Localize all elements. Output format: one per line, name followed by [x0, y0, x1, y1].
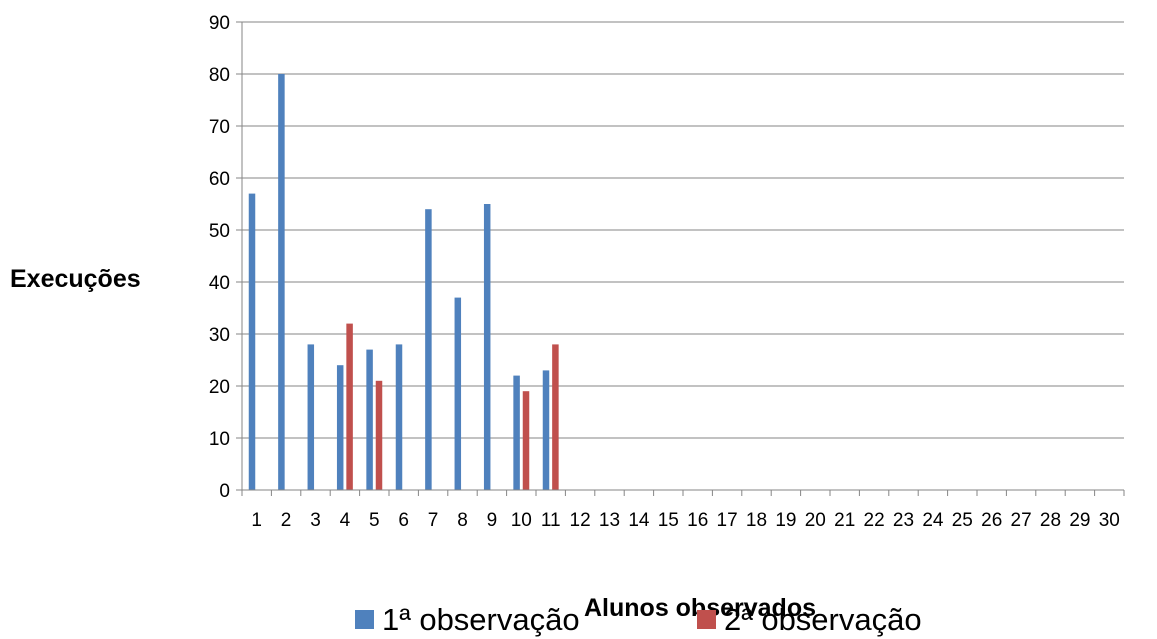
bar-series-1 [395, 344, 403, 490]
x-tick-label: 24 [922, 510, 944, 531]
x-tick-label: 4 [340, 510, 351, 531]
x-tick-label: 13 [599, 510, 620, 531]
x-tick-label: 19 [775, 510, 796, 531]
axes [241, 22, 1124, 491]
bar-series-1 [425, 209, 432, 490]
y-tick-label: 30 [209, 325, 230, 346]
x-tick-label: 7 [428, 510, 439, 531]
legend-label: 2ª observação [724, 602, 922, 637]
x-tick-label: 2 [281, 510, 292, 531]
y-tick-label: 90 [209, 13, 230, 34]
x-tick-label: 23 [893, 510, 914, 531]
x-tick-label: 12 [570, 510, 591, 531]
legend: 1ª observação 2ª observação [355, 602, 922, 637]
x-tick-label: 29 [1069, 510, 1090, 531]
bar-series-1 [366, 349, 373, 490]
x-tick-label: 11 [541, 510, 561, 531]
x-tick-label: 15 [658, 510, 679, 531]
x-tick-label: 5 [369, 510, 380, 531]
x-tick-label: 10 [511, 510, 532, 531]
legend-swatch [697, 610, 716, 629]
x-tick-label: 22 [864, 510, 885, 531]
x-tick-label: 6 [398, 510, 409, 531]
x-axis-ticks: 1 2 3 4 5 6 7 8 9 10 11 12 13 14 15 16 17 18 19 20 21 22 23 24 2… [241, 490, 1125, 531]
y-tick-label: 70 [209, 117, 230, 138]
bar-series-2 [375, 380, 383, 490]
x-tick-label: 17 [717, 510, 738, 531]
x-tick-label: 25 [952, 510, 973, 531]
y-tick-label: 20 [209, 377, 230, 398]
x-tick-label: 28 [1040, 510, 1061, 531]
bar-series-2 [346, 323, 353, 490]
x-tick-label: 1 [251, 510, 262, 531]
bar-series-1 [513, 375, 520, 490]
legend-label: 1ª observação [382, 602, 580, 637]
bar-series-1 [336, 365, 344, 490]
bar-series-1 [542, 370, 550, 490]
x-tick-label: 18 [746, 510, 767, 531]
bar-series-1 [483, 204, 491, 490]
y-axis-title: Execuções [10, 265, 141, 293]
gridlines [242, 21, 1124, 439]
y-axis-ticks: 0 10 20 30 40 50 60 70 80 90 [209, 13, 242, 502]
x-tick-label: 27 [1011, 510, 1032, 531]
x-tick-label: 20 [805, 510, 826, 531]
x-tick-label: 8 [457, 510, 468, 531]
y-tick-label: 60 [209, 169, 230, 190]
x-tick-label: 26 [981, 510, 1002, 531]
bar-series-1 [248, 193, 256, 490]
bar-series-1 [307, 344, 315, 490]
y-tick-label: 80 [209, 65, 230, 86]
y-tick-label: 50 [209, 221, 230, 242]
legend-swatch [355, 610, 374, 629]
y-tick-label: 40 [209, 273, 230, 294]
x-tick-label: 30 [1099, 510, 1120, 531]
bar-series-2 [522, 391, 530, 490]
x-tick-label: 16 [687, 510, 708, 531]
bars [248, 74, 559, 490]
bar-series-1 [454, 297, 462, 490]
x-tick-label: 21 [834, 510, 855, 531]
y-tick-label: 0 [219, 481, 230, 502]
bar-series-2 [552, 344, 559, 490]
x-tick-label: 3 [310, 510, 321, 531]
x-tick-label: 9 [487, 510, 498, 531]
bar-series-1 [278, 74, 285, 490]
x-tick-label: 14 [628, 510, 650, 531]
y-tick-label: 10 [209, 429, 230, 450]
